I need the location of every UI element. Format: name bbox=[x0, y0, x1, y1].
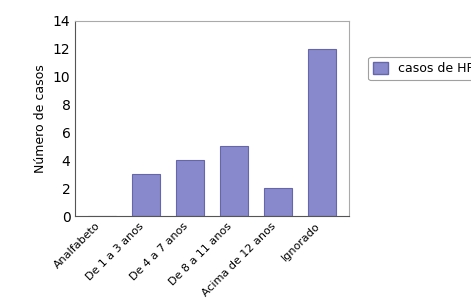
Y-axis label: Número de casos: Número de casos bbox=[34, 64, 47, 173]
Bar bbox=[176, 160, 204, 216]
Bar bbox=[132, 174, 160, 216]
Bar bbox=[264, 188, 292, 216]
Bar bbox=[219, 146, 248, 216]
Bar bbox=[308, 49, 336, 216]
Legend: casos de HPV: casos de HPV bbox=[368, 56, 471, 80]
